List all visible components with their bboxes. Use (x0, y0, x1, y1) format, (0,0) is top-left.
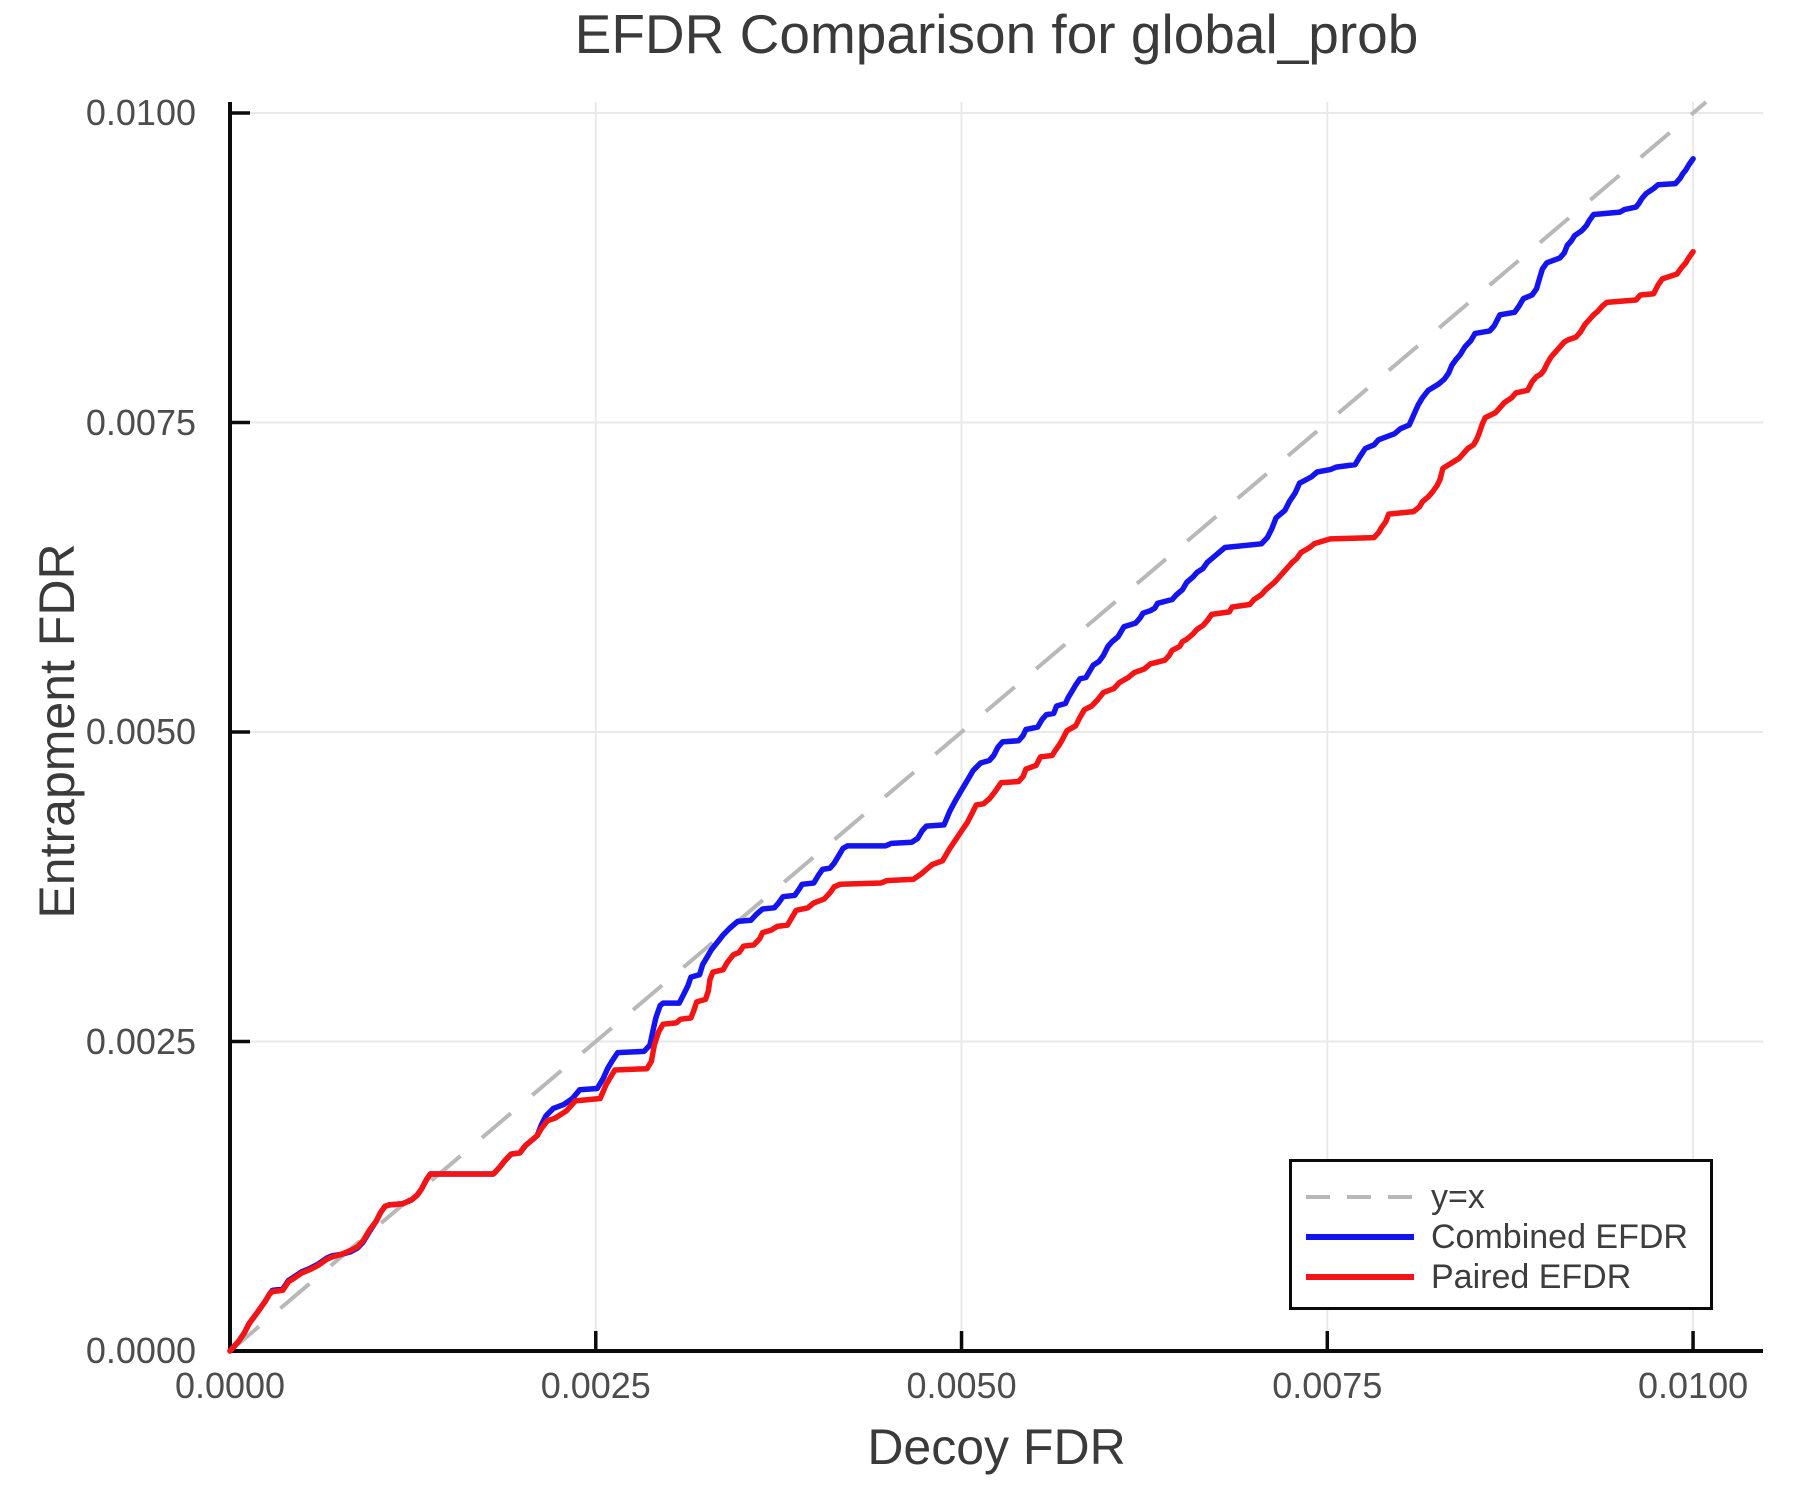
legend-label-paired: Paired EFDR (1431, 1258, 1632, 1296)
series-line-paired-efdr (227, 248, 1696, 1354)
legend-row-paired: Paired EFDR (1306, 1257, 1710, 1297)
paired-line-swatch (1306, 1274, 1414, 1280)
y-tick-label: 0.0000 (85, 1330, 196, 1371)
x-tick-label: 0.0000 (174, 1365, 286, 1406)
legend-label-combined: Combined EFDR (1431, 1218, 1688, 1256)
legend-row-reference: y=x (1306, 1177, 1710, 1217)
x-tick-label: 0.0050 (906, 1365, 1017, 1406)
legend-row-combined: Combined EFDR (1306, 1217, 1710, 1257)
legend-box: y=x Combined EFDR Paired EFDR (1289, 1159, 1713, 1310)
combined-line-swatch (1306, 1234, 1414, 1240)
y-tick-label: 0.0100 (85, 92, 196, 134)
x-tick-label: 0.0025 (540, 1365, 651, 1406)
y-tick-label: 0.0075 (85, 401, 196, 443)
x-tick-label: 0.0075 (1272, 1365, 1383, 1406)
x-tick-label: 0.0100 (1638, 1365, 1749, 1406)
y-tick-label: 0.0050 (85, 711, 196, 752)
reference-line-swatch (1306, 1195, 1414, 1199)
legend-label-reference: y=x (1431, 1178, 1485, 1216)
x-axis-label: Decoy FDR (867, 1419, 1126, 1475)
reference-line-yx (228, 100, 1708, 1353)
chart-title: EFDR Comparison for global_prob (574, 3, 1419, 65)
y-tick-label: 0.0025 (85, 1020, 196, 1062)
